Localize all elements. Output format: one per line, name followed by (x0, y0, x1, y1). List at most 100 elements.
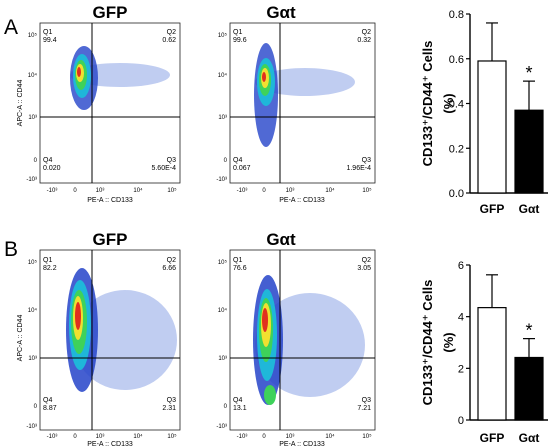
x-tick-labels: -10³ 0 10³ 10⁴ 10⁵ (47, 433, 177, 440)
quadrant-label: Q1 (233, 29, 242, 36)
x-axis-label: PE-A :: CD133 (87, 441, 133, 448)
flow-plot-frame (229, 22, 376, 184)
panel-letter-a: A (4, 16, 18, 39)
x-tick-label: -10³ (237, 188, 248, 194)
bar-chart-b: 0 2 4 6 GFP * Gαt CD133⁺/CD44⁺ Cells (%) (420, 260, 548, 445)
y-tick-label: 0.4 (449, 99, 464, 111)
flow-plot-title: Gαt (266, 3, 296, 22)
x-tick-label: 10⁴ (325, 187, 335, 194)
quadrant-value: 7.21 (357, 405, 371, 412)
y-tick-label: 10⁴ (28, 307, 38, 314)
y-tick-labels: 10⁵ 10⁴ 10³ 0 -10³ (26, 259, 37, 430)
y-axis-label: APC-A :: CD44 (17, 315, 24, 362)
y-axis-label: CD133⁺/CD44⁺ Cells (420, 280, 435, 406)
quadrant-label: Q1 (233, 257, 242, 264)
x-tick-label: 10⁴ (133, 433, 143, 440)
y-axis-unit: (%) (441, 93, 456, 113)
density-cloud (70, 46, 170, 110)
y-tick-label: 10⁵ (218, 32, 228, 39)
panel-letter-b: B (4, 238, 18, 261)
y-tick-label: -10³ (26, 424, 37, 430)
y-tick-label: 0.8 (449, 9, 464, 21)
x-tick-label: 0 (73, 188, 77, 194)
quadrant-value: 0.62 (162, 37, 176, 44)
quadrant-label: Q2 (362, 29, 371, 36)
flow-plot-title: GFP (93, 230, 128, 249)
bar (514, 356, 544, 421)
flow-plot-a-gfp: GFP Q1 99.4 Q2 0.62 Q3 5.60E-4 Q4 0.020 … (17, 3, 181, 204)
y-tick-label: 4 (458, 312, 464, 324)
y-tick-label: 0 (34, 158, 38, 164)
quadrant-value: 99.4 (43, 37, 57, 44)
density-cloud (254, 43, 355, 147)
bar (477, 60, 507, 194)
y-tick-label: 10³ (28, 356, 37, 362)
y-tick-label: 10⁴ (28, 72, 38, 79)
quadrant-value: 3.05 (357, 265, 371, 272)
bar-chart-a: 0.0 0.2 0.4 0.6 0.8 GFP * Gαt CD133⁺/CD44⁺ Cells… (420, 9, 548, 216)
x-axis-label: PE-A :: CD133 (279, 441, 325, 448)
quadrant-value: 0.32 (357, 37, 371, 44)
flow-plot-frame (39, 249, 181, 431)
y-tick-label: 10³ (28, 115, 37, 121)
y-axis-unit: (%) (441, 332, 456, 352)
quadrant-value: 1.96E-4 (346, 165, 371, 172)
density-cloud (253, 275, 365, 405)
x-tick-label: 0 (73, 434, 77, 440)
y-tick-label: 0.2 (449, 143, 464, 155)
y-tick-label: 0 (224, 404, 228, 410)
x-tick-label: 10³ (286, 434, 295, 440)
significance-marker: * (525, 63, 532, 83)
y-tick-label: 2 (458, 363, 464, 375)
category-label: Gαt (519, 431, 540, 445)
y-tick-label: 10³ (218, 115, 227, 121)
y-tick-label: -10³ (216, 177, 227, 183)
flow-plot-b-gfp: GFP Q1 82.2 Q2 6.66 Q3 2.31 Q4 8.87 -10³… (17, 230, 181, 448)
quadrant-value: 76.6 (233, 265, 247, 272)
quadrant-label: Q4 (233, 397, 242, 404)
quadrant-value: 2.31 (162, 405, 176, 412)
quadrant-label: Q4 (43, 157, 52, 164)
y-tick-label: -10³ (26, 177, 37, 183)
y-tick-label: 0 (34, 404, 38, 410)
quadrant-label: Q1 (43, 257, 52, 264)
category-label: GFP (480, 431, 505, 445)
quadrant-label: Q2 (167, 29, 176, 36)
x-axis-label: PE-A :: CD133 (279, 197, 325, 204)
x-tick-labels: -10³ 0 10³ 10⁴ 10⁵ (47, 187, 177, 194)
y-tick-label: -10³ (216, 424, 227, 430)
flow-plot-a-galphat: Gαt Q1 99.6 Q2 0.32 Q3 1.96E-4 Q4 0.067 … (216, 3, 376, 204)
x-tick-labels: -10³ 0 10³ 10⁴ 10⁵ (237, 433, 372, 440)
y-axis-label: APC-A :: CD44 (17, 80, 24, 127)
y-tick-label: 10⁵ (28, 32, 38, 39)
x-tick-labels: -10³ 0 10³ 10⁴ 10⁵ (237, 187, 372, 194)
quadrant-label: Q3 (167, 157, 176, 164)
y-tick-labels: 10⁵ 10⁴ 10³ 0 -10³ (216, 32, 227, 183)
y-tick-label: 10⁴ (218, 307, 228, 314)
x-tick-label: -10³ (47, 434, 58, 440)
y-tick-label: 10⁵ (28, 259, 38, 266)
quadrant-value: 13.1 (233, 405, 247, 412)
x-axis-label: PE-A :: CD133 (87, 197, 133, 204)
x-tick-label: 10⁴ (325, 433, 335, 440)
y-tick-label: 10⁵ (218, 259, 228, 266)
flow-plot-title: Gαt (266, 230, 296, 249)
y-tick-label: 0.6 (449, 54, 464, 66)
quadrant-value: 0.020 (43, 165, 61, 172)
x-tick-label: 10⁵ (362, 187, 372, 194)
quadrant-label: Q3 (167, 397, 176, 404)
flow-plot-frame (229, 249, 376, 431)
significance-marker: * (525, 321, 532, 341)
y-tick-labels: 10⁵ 10⁴ 10³ 0 -10³ (26, 32, 37, 183)
flow-plot-b-galphat: Gαt Q1 76.6 Q2 3.05 Q3 7.21 Q4 13.1 -10³… (216, 230, 376, 448)
y-tick-label: 0 (458, 415, 464, 427)
x-tick-label: 10³ (96, 188, 105, 194)
x-tick-label: 10⁴ (133, 187, 143, 194)
y-tick-label: 0 (224, 158, 228, 164)
x-tick-label: -10³ (47, 188, 58, 194)
x-tick-label: 10⁵ (167, 433, 177, 440)
quadrant-label: Q1 (43, 29, 52, 36)
category-label: GFP (480, 202, 505, 216)
x-tick-label: 10⁵ (362, 433, 372, 440)
